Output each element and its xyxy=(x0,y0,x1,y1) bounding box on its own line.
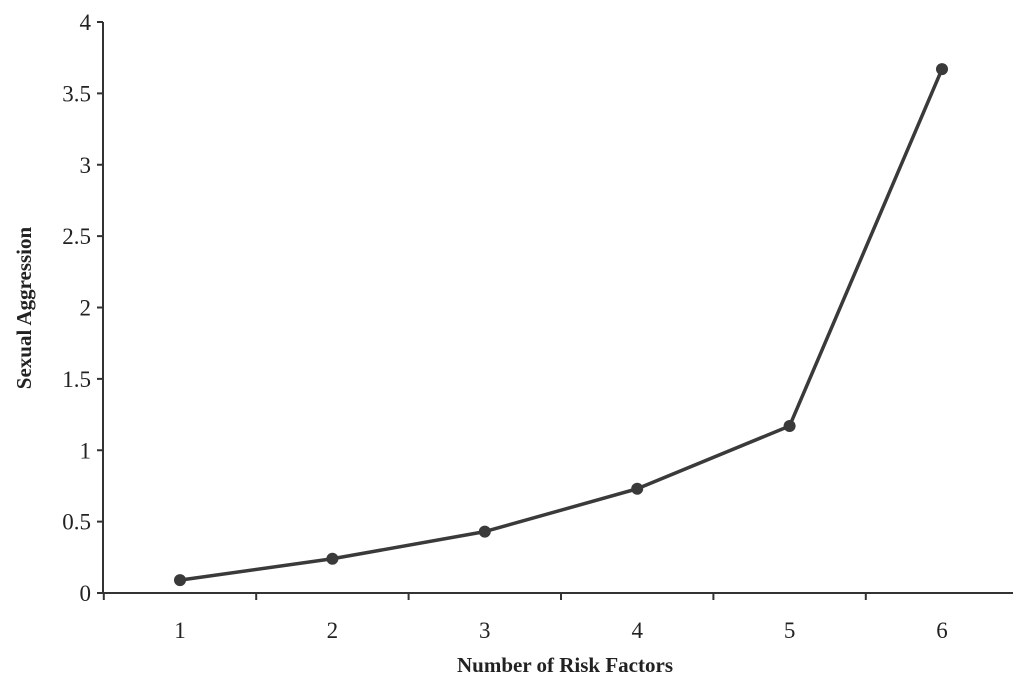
data-point xyxy=(936,63,948,76)
data-point xyxy=(174,574,186,587)
y-tick-label: 2 xyxy=(80,296,92,321)
x-axis-title: Number of Risk Factors xyxy=(457,653,673,677)
y-tick-label: 0.5 xyxy=(62,510,91,535)
axes xyxy=(102,22,1013,594)
y-tick-label: 1.5 xyxy=(62,367,91,392)
x-tick-label: 1 xyxy=(174,618,186,643)
y-tick-label: 0 xyxy=(80,581,92,606)
y-tick-label: 3 xyxy=(80,153,92,178)
x-tick-label: 6 xyxy=(936,618,948,643)
x-tick-label: 3 xyxy=(479,618,491,643)
data-point xyxy=(631,482,644,495)
series xyxy=(174,63,948,587)
x-tick-label: 2 xyxy=(327,618,339,643)
y-tick-label: 4 xyxy=(80,10,92,35)
y-axis-title: Sexual Aggression xyxy=(12,226,36,389)
y-tick-label: 2.5 xyxy=(62,224,91,249)
series-line xyxy=(179,68,944,582)
y-tick-label: 3.5 xyxy=(62,81,91,106)
x-tick-label: 5 xyxy=(784,618,796,643)
data-point xyxy=(783,419,796,432)
ticks: 0 0.5 1 1.5 2 2.5 3 3.5 4 1 2 3 4 5 6 xyxy=(62,10,948,643)
data-point xyxy=(326,552,339,565)
data-point xyxy=(478,525,491,538)
y-tick-label: 1 xyxy=(80,438,92,463)
x-tick-label: 4 xyxy=(631,618,643,643)
